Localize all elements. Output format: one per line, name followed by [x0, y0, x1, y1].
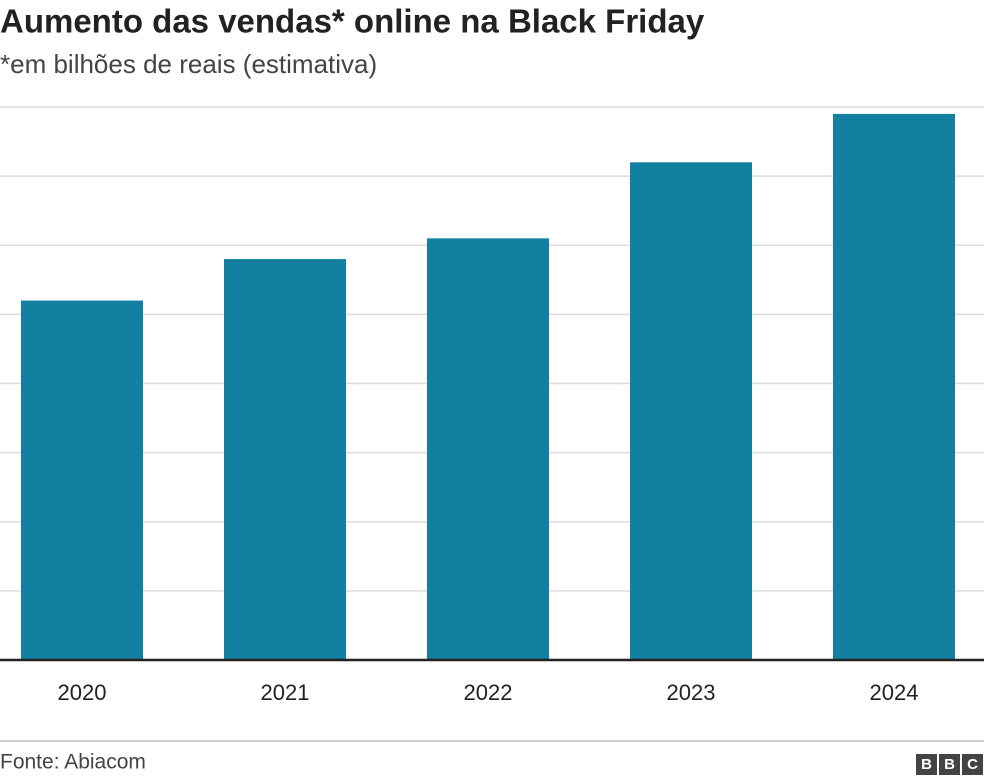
x-tick-label: 2020: [58, 680, 107, 705]
chart-subtitle: *em bilhões de reais (estimativa): [0, 49, 377, 79]
logo-box: [962, 754, 983, 775]
x-tick-label: 2021: [261, 680, 310, 705]
x-tick-label: 2023: [667, 680, 716, 705]
logo-box: [939, 754, 960, 775]
chart-title: Aumento das vendas* online na Black Frid…: [0, 3, 705, 40]
logo-letter: B: [944, 756, 955, 773]
logo-box: [916, 754, 937, 775]
x-tick-label: 2024: [870, 680, 919, 705]
logo-letter: B: [921, 756, 932, 773]
bar: [224, 259, 346, 660]
x-tick-label: 2022: [464, 680, 513, 705]
logo-letter: C: [967, 756, 978, 773]
bar: [630, 162, 752, 661]
bar: [427, 238, 549, 660]
bar: [21, 300, 143, 660]
source: Fonte: Abiacom: [0, 751, 146, 774]
bar: [833, 113, 955, 661]
